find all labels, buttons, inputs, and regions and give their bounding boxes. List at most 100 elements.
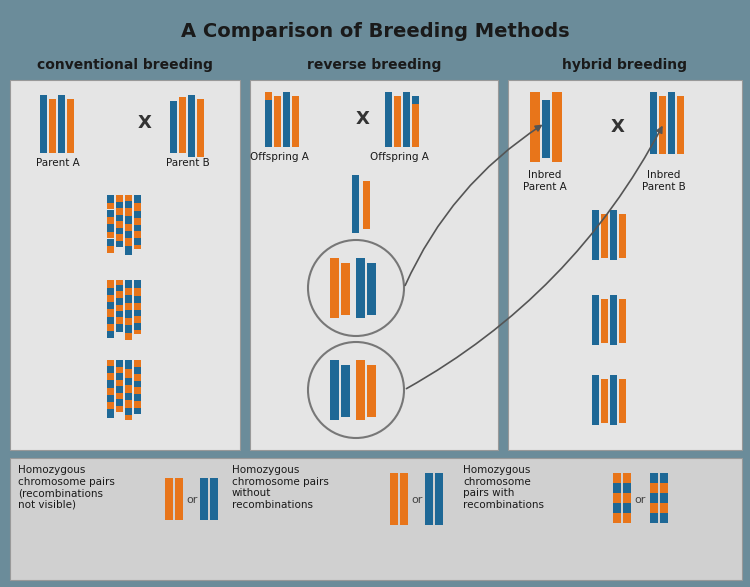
- Bar: [107, 323, 114, 331]
- Bar: [330, 258, 339, 318]
- Bar: [125, 385, 132, 393]
- Bar: [660, 473, 668, 483]
- Bar: [125, 360, 132, 369]
- Bar: [125, 369, 132, 378]
- Bar: [592, 375, 599, 425]
- Bar: [623, 493, 631, 503]
- Bar: [292, 96, 299, 147]
- Bar: [116, 311, 123, 318]
- Bar: [352, 175, 359, 233]
- Text: Parent A: Parent A: [36, 158, 80, 168]
- Bar: [125, 408, 132, 415]
- Bar: [623, 483, 631, 493]
- Bar: [283, 92, 290, 147]
- Bar: [367, 263, 376, 315]
- Bar: [10, 80, 240, 450]
- Text: Homozygous
chromosome
pairs with
recombinations: Homozygous chromosome pairs with recombi…: [463, 465, 544, 510]
- Text: Parent B: Parent B: [166, 158, 210, 168]
- Bar: [134, 245, 141, 249]
- Text: Offspring A: Offspring A: [370, 152, 428, 162]
- Bar: [650, 513, 658, 523]
- Bar: [116, 285, 123, 291]
- Bar: [542, 100, 550, 158]
- Bar: [125, 318, 132, 325]
- Bar: [107, 409, 114, 418]
- Bar: [116, 291, 123, 298]
- Bar: [125, 310, 132, 318]
- Bar: [668, 92, 675, 154]
- Bar: [356, 258, 365, 318]
- Bar: [650, 493, 658, 503]
- Text: X: X: [356, 110, 370, 128]
- Bar: [425, 473, 433, 525]
- Bar: [107, 288, 114, 295]
- Text: or: or: [186, 495, 197, 505]
- Bar: [116, 298, 123, 305]
- Bar: [107, 302, 114, 309]
- Bar: [403, 92, 410, 147]
- Bar: [210, 478, 218, 520]
- Bar: [394, 96, 401, 147]
- Bar: [116, 386, 123, 393]
- Bar: [134, 203, 141, 211]
- Bar: [116, 228, 123, 234]
- Bar: [125, 238, 132, 246]
- Bar: [116, 380, 123, 386]
- Bar: [125, 246, 132, 255]
- Bar: [265, 92, 272, 147]
- Bar: [107, 360, 114, 366]
- Bar: [125, 400, 132, 408]
- Bar: [49, 99, 56, 153]
- Bar: [650, 92, 657, 154]
- Bar: [40, 95, 47, 153]
- Bar: [613, 513, 621, 523]
- Bar: [134, 231, 141, 238]
- Bar: [179, 97, 186, 153]
- Bar: [613, 483, 621, 493]
- Bar: [134, 225, 141, 231]
- Bar: [134, 360, 141, 367]
- Bar: [650, 473, 658, 483]
- Bar: [107, 380, 114, 388]
- Bar: [116, 360, 123, 367]
- Bar: [107, 224, 114, 231]
- Bar: [107, 316, 114, 323]
- Text: X: X: [138, 114, 152, 132]
- Text: or: or: [411, 495, 422, 505]
- Bar: [613, 493, 621, 503]
- Bar: [613, 503, 621, 513]
- Bar: [601, 214, 608, 258]
- Text: reverse breeding: reverse breeding: [307, 58, 441, 72]
- Bar: [107, 217, 114, 224]
- Bar: [660, 513, 668, 523]
- Bar: [125, 333, 132, 340]
- Bar: [116, 234, 123, 241]
- Bar: [619, 214, 626, 258]
- Bar: [134, 367, 141, 373]
- Bar: [58, 95, 65, 153]
- Bar: [134, 400, 141, 407]
- Bar: [125, 224, 132, 231]
- Bar: [125, 378, 132, 385]
- Bar: [197, 99, 204, 157]
- Bar: [116, 195, 123, 202]
- Bar: [107, 246, 114, 253]
- Bar: [175, 478, 183, 520]
- Bar: [274, 96, 281, 147]
- Bar: [116, 399, 123, 406]
- Bar: [134, 316, 141, 323]
- Bar: [125, 201, 132, 208]
- Bar: [508, 80, 742, 450]
- Bar: [116, 221, 123, 228]
- Bar: [435, 473, 443, 525]
- Bar: [116, 208, 123, 215]
- Bar: [552, 92, 562, 162]
- Text: X: X: [611, 118, 625, 136]
- Bar: [125, 393, 132, 400]
- Bar: [107, 295, 114, 302]
- Bar: [125, 231, 132, 238]
- Bar: [107, 210, 114, 217]
- Bar: [623, 473, 631, 483]
- Bar: [125, 208, 132, 216]
- Bar: [116, 280, 123, 285]
